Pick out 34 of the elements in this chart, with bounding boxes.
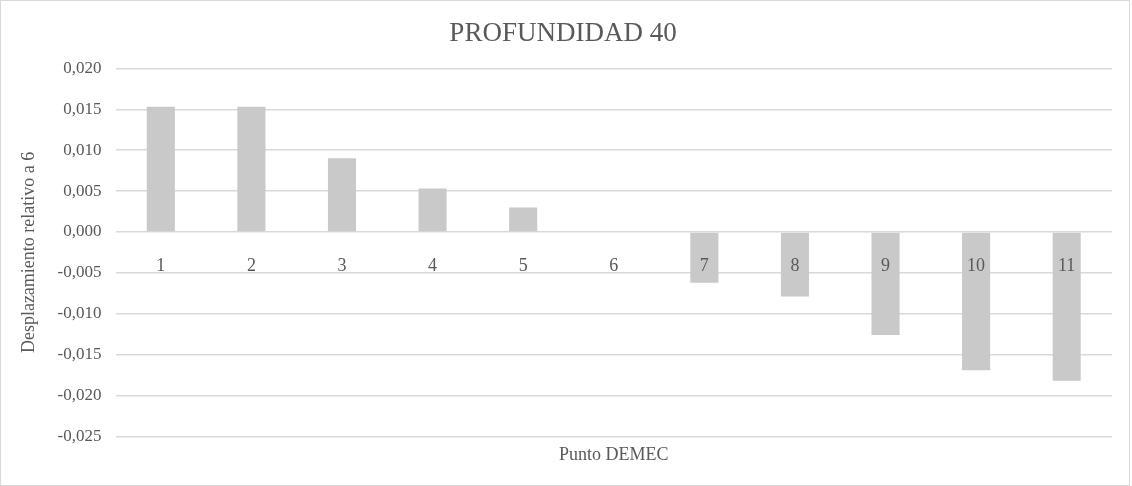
bar xyxy=(871,232,900,335)
bar xyxy=(418,188,447,232)
y-tick-label: -0,005 xyxy=(57,262,102,282)
x-tick-label: 9 xyxy=(881,254,891,275)
bar xyxy=(690,232,719,283)
x-tick-label: 2 xyxy=(246,254,256,275)
bar xyxy=(327,158,357,232)
bar xyxy=(962,232,991,371)
bar xyxy=(146,106,175,232)
y-tick-label: -0,015 xyxy=(57,344,102,364)
y-tick-label: 0,020 xyxy=(63,57,102,77)
x-tick-label: 5 xyxy=(518,254,528,275)
y-tick-label: 0,005 xyxy=(63,180,102,200)
x-axis-title: Punto DEMEC xyxy=(559,443,669,464)
x-tick-label: 4 xyxy=(428,254,438,275)
chart-title: PROFUNDIDAD 40 xyxy=(449,17,677,48)
x-tick-label: 8 xyxy=(790,254,800,275)
y-tick-label: -0,010 xyxy=(57,303,102,323)
y-tick-label: 0,015 xyxy=(63,98,102,118)
bar xyxy=(780,232,809,297)
bar xyxy=(509,207,538,232)
x-tick-label: 7 xyxy=(699,254,709,275)
x-tick-label: 6 xyxy=(609,254,619,275)
x-tick-label: 1 xyxy=(156,254,166,275)
y-tick-label: 0,010 xyxy=(63,139,102,159)
bar xyxy=(1052,232,1081,381)
bar xyxy=(237,106,266,232)
x-tick-label: 11 xyxy=(1058,254,1076,275)
y-axis-title: Desplazamiento relativo a 6 xyxy=(17,151,38,354)
y-tick-label: 0,000 xyxy=(63,221,102,241)
y-tick-label: -0,020 xyxy=(57,384,102,404)
x-tick-label: 3 xyxy=(337,254,347,275)
x-tick-label: 10 xyxy=(967,254,986,275)
y-tick-label: -0,025 xyxy=(57,425,102,445)
